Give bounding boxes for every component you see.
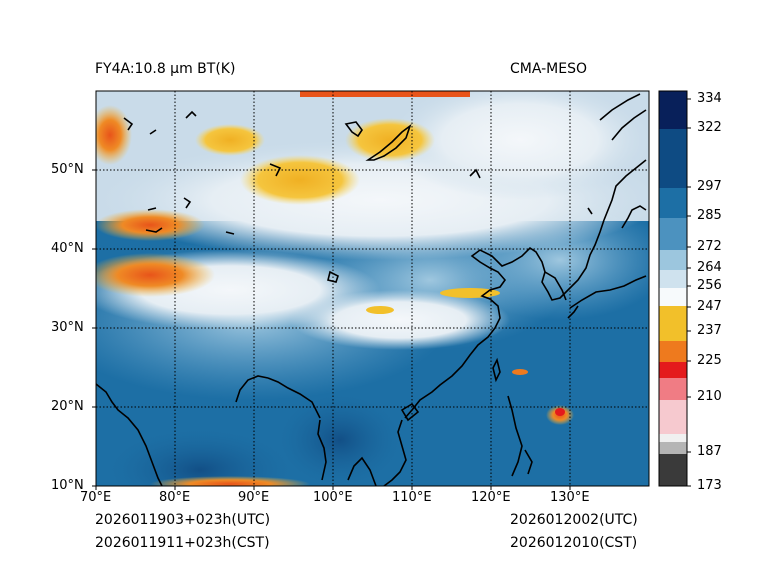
lat-tick-label: 50°N bbox=[51, 162, 84, 177]
brightness-temperature-field bbox=[50, 80, 670, 510]
colorbar-seg-yellow bbox=[659, 305, 687, 341]
colorbar-tick-label: 173 bbox=[697, 478, 722, 493]
valid-time-cst: 2026012010(CST) bbox=[510, 535, 637, 551]
lon-tick-label: 80°E bbox=[159, 490, 190, 505]
colorbar-seg-white bbox=[659, 286, 687, 306]
colorbar-seg-pink bbox=[659, 398, 687, 434]
colorbar-tick-label: 247 bbox=[697, 299, 722, 314]
init-time-utc: 2026011903+023h(UTC) bbox=[95, 512, 270, 528]
colorbar-seg-midblue bbox=[659, 216, 687, 250]
colorbar-seg-lightred bbox=[659, 376, 687, 400]
lat-tick-label: 40°N bbox=[51, 241, 84, 256]
lon-tick-label: 90°E bbox=[238, 490, 269, 505]
lon-tick-label: 120°E bbox=[471, 490, 511, 505]
lon-tick-label: 100°E bbox=[313, 490, 353, 505]
colorbar-tick-label: 256 bbox=[697, 278, 722, 293]
map-figure bbox=[0, 0, 764, 573]
colorbar-seg-gray bbox=[659, 440, 687, 454]
colorbar-seg-blue bbox=[659, 186, 687, 218]
colorbar-seg-darkblue bbox=[659, 128, 687, 188]
lon-tick-label: 110°E bbox=[392, 490, 432, 505]
colorbar-tick-label: 272 bbox=[697, 239, 722, 254]
colorbar-seg-red bbox=[659, 361, 687, 378]
lat-tick-label: 10°N bbox=[51, 478, 84, 493]
colorbar-tick-label: 225 bbox=[697, 353, 722, 368]
colorbar-seg-black bbox=[659, 452, 687, 486]
lon-tick-label: 70°E bbox=[80, 490, 111, 505]
colorbar-tick-label: 285 bbox=[697, 208, 722, 223]
colorbar-tick-label: 297 bbox=[697, 179, 722, 194]
colorbar-seg-lightblue bbox=[659, 248, 687, 270]
colorbar-tick-label: 322 bbox=[697, 120, 722, 135]
lat-tick-label: 30°N bbox=[51, 320, 84, 335]
colorbar-tick-label: 334 bbox=[697, 91, 722, 106]
valid-time-utc: 2026012002(UTC) bbox=[510, 512, 638, 528]
init-time-cst: 2026011911+023h(CST) bbox=[95, 535, 270, 551]
colorbar-tick-label: 210 bbox=[697, 389, 722, 404]
colorbar-seg-orange bbox=[659, 340, 687, 362]
colorbar-tick-label: 187 bbox=[697, 444, 722, 459]
colorbar bbox=[659, 91, 691, 486]
colorbar-tick-label: 264 bbox=[697, 260, 722, 275]
lat-tick-label: 20°N bbox=[51, 399, 84, 414]
colorbar-seg-navy bbox=[659, 91, 687, 129]
colorbar-tick-label: 237 bbox=[697, 323, 722, 338]
lon-tick-label: 130°E bbox=[550, 490, 590, 505]
colorbar-seg-paleblue bbox=[659, 268, 687, 288]
